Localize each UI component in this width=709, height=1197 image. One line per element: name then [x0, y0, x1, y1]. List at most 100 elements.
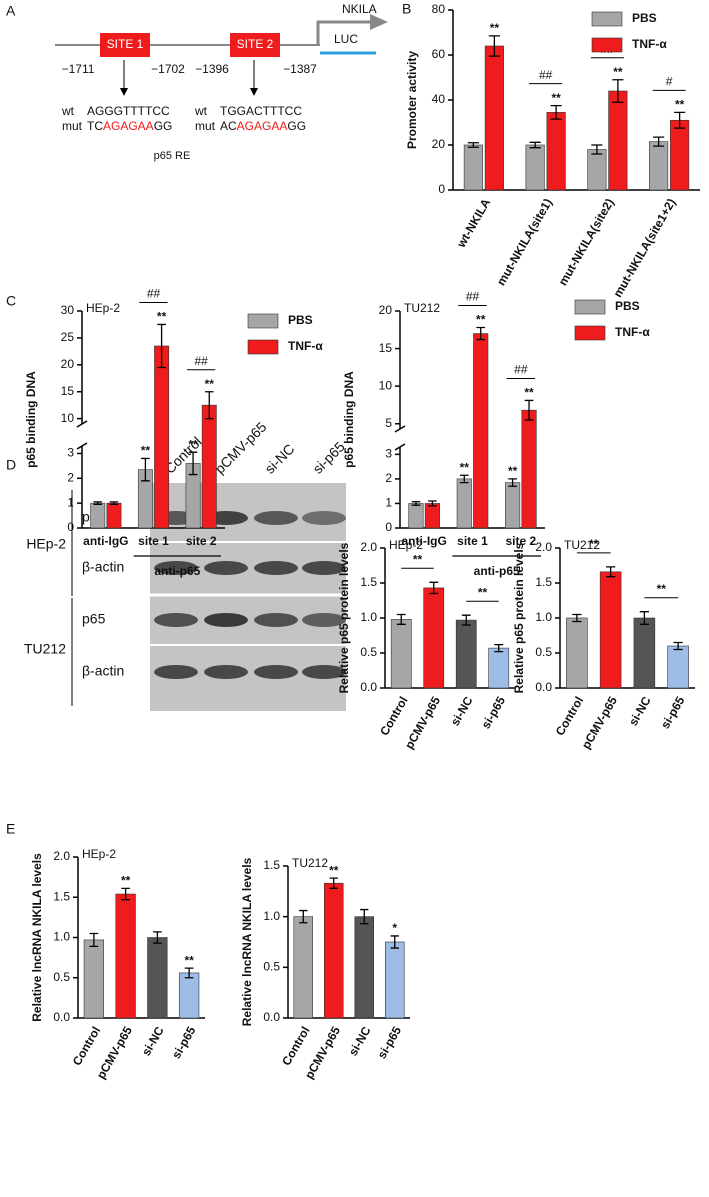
axis-break: [76, 420, 88, 428]
lane-label: pCMV-p65: [211, 419, 269, 477]
row-label: p65: [82, 611, 106, 627]
error-bar: [157, 323, 166, 369]
bar: [505, 482, 521, 529]
row-label: β-actin: [82, 663, 124, 679]
band: [302, 613, 346, 627]
legend-label: TNF-α: [632, 37, 667, 51]
bar: [667, 645, 689, 689]
band: [204, 561, 248, 575]
x-tick-label: Control: [553, 694, 586, 738]
mut-sequence: ACAGAGAAGG: [220, 119, 306, 133]
comparison-label: **: [589, 537, 599, 551]
seq-part: TC: [87, 119, 103, 133]
error-bar: [653, 136, 665, 147]
error-bar: [204, 391, 214, 420]
significance-label: **: [613, 65, 623, 79]
y-tick-label: 2: [385, 471, 392, 485]
band: [302, 511, 346, 525]
cell-line-label: HEp-2: [26, 536, 66, 552]
x-tick-label: Control: [279, 1024, 312, 1068]
bar: [633, 617, 656, 689]
significance-label: **: [460, 460, 470, 474]
x-tick-label: site 1: [138, 534, 169, 548]
y-tick-label: 1.0: [535, 610, 552, 624]
y-tick-label: 1.5: [360, 575, 377, 589]
legend-swatch: [247, 313, 279, 329]
bar: [384, 941, 405, 1019]
significance-label: **: [551, 91, 561, 105]
y-axis-label: Relative lncRNA NKILA levels: [30, 853, 44, 1022]
error-bar: [459, 474, 469, 484]
caption: p65 RE: [154, 150, 191, 162]
y-tick-label: 60: [432, 47, 446, 61]
error-bar: [508, 478, 517, 487]
panel-letter: A: [6, 3, 16, 19]
bar: [83, 939, 105, 1019]
bar: [525, 144, 545, 191]
row-label: β-actin: [82, 559, 124, 575]
significance-label: **: [675, 98, 685, 112]
comparison-label: ##: [466, 290, 480, 304]
x-tick-label: si-p65: [479, 694, 509, 731]
bar: [147, 937, 168, 1019]
band: [154, 613, 198, 627]
x-tick-label: si-p65: [169, 1024, 199, 1061]
y-tick-label: 2.0: [53, 849, 70, 863]
chart-title: TU212: [292, 856, 328, 870]
y-axis-label: p65 binding DNA: [342, 371, 356, 468]
y-tick-label: 2.0: [535, 540, 552, 554]
error-bar: [476, 326, 486, 341]
error-bar: [184, 967, 194, 979]
y-tick-label: 20: [379, 303, 393, 317]
y-tick-label: 3: [385, 447, 392, 461]
position-label: −1702: [151, 62, 185, 76]
x-tick-label: anti-IgG: [83, 534, 128, 548]
band: [254, 511, 298, 525]
y-tick-label: 1.5: [535, 575, 552, 589]
cell-line-label: TU212: [24, 641, 66, 657]
bar: [390, 619, 412, 689]
bar: [463, 144, 483, 191]
x-tick-label: si-NC: [448, 694, 476, 728]
gene-label: NKILA: [342, 2, 377, 16]
error-bar: [109, 501, 119, 506]
x-tick-label: site 2: [505, 534, 536, 548]
y-axis-label: Promoter activity: [405, 51, 419, 149]
bar: [154, 345, 170, 529]
y-tick-label: 2: [67, 470, 74, 484]
y-axis-label: Relative p65 protein levels: [512, 542, 526, 693]
seq-mutation: AGAGAA: [103, 119, 154, 133]
significance-label: **: [508, 464, 518, 478]
error-bar: [461, 614, 471, 626]
error-bar: [494, 643, 504, 653]
band: [254, 665, 298, 679]
chart-title: HEp-2: [86, 301, 120, 315]
y-tick-label: 3: [67, 446, 74, 460]
significance-label: **: [205, 377, 215, 391]
bar: [354, 916, 375, 1019]
x-tick-label: wt-NKILA: [454, 196, 494, 251]
band: [254, 613, 298, 627]
y-tick-label: 0.5: [360, 645, 377, 659]
bar: [473, 333, 489, 529]
seq-part: AC: [220, 119, 237, 133]
position-label: −1396: [195, 62, 229, 76]
y-tick-label: 0.5: [53, 970, 70, 984]
significance-label: **: [184, 953, 194, 967]
x-tick-label: anti-IgG: [402, 534, 447, 548]
x-tick-label: si-p65: [375, 1024, 405, 1061]
comparison-label: **: [478, 585, 488, 599]
error-bar: [121, 887, 130, 901]
seq-part: GG: [287, 119, 306, 133]
bar: [649, 141, 669, 191]
group-label: anti-p65: [154, 564, 200, 578]
band: [204, 665, 248, 679]
y-tick-label: 0.0: [263, 1010, 280, 1024]
y-tick-label: 15: [61, 384, 75, 398]
error-bar: [93, 501, 103, 506]
comparison-label: ##: [147, 287, 161, 301]
legend-swatch: [247, 339, 279, 355]
significance-label: **: [157, 310, 167, 324]
error-bar: [429, 581, 439, 595]
comparison-label: ##: [514, 363, 528, 377]
